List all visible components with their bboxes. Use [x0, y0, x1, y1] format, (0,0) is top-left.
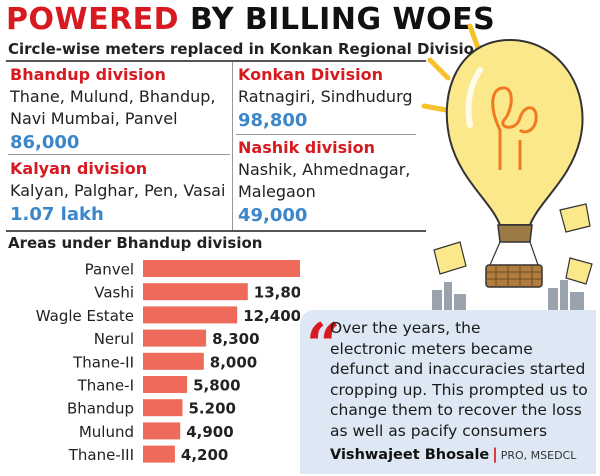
category-label: Vashi [94, 284, 134, 302]
quote-attribution: Vishwajeet Bhosale | PRO, MSEDCL [330, 444, 576, 463]
light-rays [421, 23, 481, 113]
quote-line: electronic meters became [330, 339, 533, 358]
bar [143, 422, 181, 440]
division-bhandup: Bhandup division Thane, Mulund, Bhandup,… [10, 64, 230, 156]
bar [143, 376, 188, 393]
divider [232, 62, 233, 230]
category-label: Bhandup [67, 400, 134, 418]
quote-text: Over the years, the electronic meters be… [330, 318, 592, 441]
quote-box [300, 310, 596, 474]
category-label: Thane-II [72, 353, 134, 371]
bar [143, 399, 183, 417]
quote-author: Vishwajeet Bhosale [330, 447, 490, 463]
basket-weave [486, 265, 542, 287]
divider [6, 60, 426, 62]
division-areas: Navi Mumbai, Panvel [10, 109, 178, 128]
filament [491, 86, 538, 170]
category-label: Wagle Estate [36, 307, 134, 325]
value-label: 12,400 [243, 307, 300, 325]
bar [143, 445, 175, 463]
flying-bill-icon [565, 257, 593, 285]
category-label: Nerul [94, 330, 134, 348]
basket-ropes [489, 241, 539, 266]
city-skyline [432, 280, 584, 310]
value-label: 8,000 [210, 353, 257, 371]
bar [143, 329, 207, 347]
subtitle: Circle-wise meters replaced in Konkan Re… [8, 40, 485, 58]
bar [143, 352, 204, 370]
quote-line: cropping up. This prompted us to [330, 380, 588, 399]
flying-bill-icon [433, 241, 467, 275]
category-label: Thane-III [68, 446, 134, 464]
bar [143, 306, 238, 324]
division-areas: Thane, Mulund, Bhandup, [10, 87, 216, 106]
value-label: 5.200 [189, 400, 236, 418]
quote-author-role: PRO, MSEDCL [500, 449, 577, 462]
headline: POWERED BY BILLING WOES [6, 2, 495, 37]
division-value: 98,800 [238, 110, 308, 131]
divider [6, 230, 426, 232]
division-name: Bhandup division [10, 65, 166, 84]
division-areas: Kalyan, Palghar, Pen, Vasai [10, 181, 226, 200]
division-name: Nashik division [238, 138, 376, 157]
headline-part2: BY BILLING WOES [190, 2, 496, 37]
value-label: 13,800 [254, 284, 300, 302]
division-kalyan: Kalyan division Kalyan, Palghar, Pen, Va… [10, 158, 230, 228]
division-value: 86,000 [10, 132, 80, 153]
bar-chart: Panvel23,300Vashi13,800Wagle Estate12,40… [36, 260, 300, 464]
bar [143, 283, 248, 301]
bulb-glass [445, 38, 584, 226]
division-value: 49,000 [238, 205, 308, 226]
quote-line: Over the years, the [330, 319, 481, 337]
division-areas: Nashik, Ahmednagar, [238, 160, 411, 179]
basket [485, 264, 543, 288]
division-konkan: Konkan Division Ratnagiri, Sindhudurg 98… [238, 64, 418, 134]
value-label: 5,800 [193, 377, 240, 395]
division-value: 1.07 lakh [10, 204, 104, 225]
bulb-balloon-illustration [421, 23, 593, 310]
divider [236, 134, 416, 135]
division-areas: Ratnagiri, Sindhudurg [238, 87, 413, 106]
division-nashik: Nashik division Nashik, Ahmednagar, Male… [238, 137, 418, 229]
chart-title: Areas under Bhandup division [8, 234, 263, 252]
division-name: Konkan Division [238, 65, 383, 84]
bulb-highlight [465, 67, 483, 128]
category-label: Panvel [85, 261, 134, 279]
category-label: Thane-I [77, 377, 134, 395]
attribution-separator: | [492, 445, 498, 463]
value-label: 8,300 [212, 330, 259, 348]
bar [143, 260, 300, 277]
quote-line: as well as pacify consumers [330, 421, 548, 440]
quote-line: defunct and inaccuracies started [330, 360, 586, 378]
value-label: 4,200 [181, 446, 228, 464]
divider [8, 154, 230, 155]
division-name: Kalyan division [10, 159, 148, 178]
value-label: 4,900 [186, 423, 233, 441]
flying-bill-icon [559, 203, 591, 233]
quote-icon: “ [306, 311, 341, 381]
category-label: Mulund [79, 423, 134, 441]
headline-part1: POWERED [6, 2, 180, 37]
division-areas: Malegaon [238, 182, 316, 201]
quote-line: change them to recover the loss [330, 401, 582, 419]
bulb-base [497, 224, 533, 243]
